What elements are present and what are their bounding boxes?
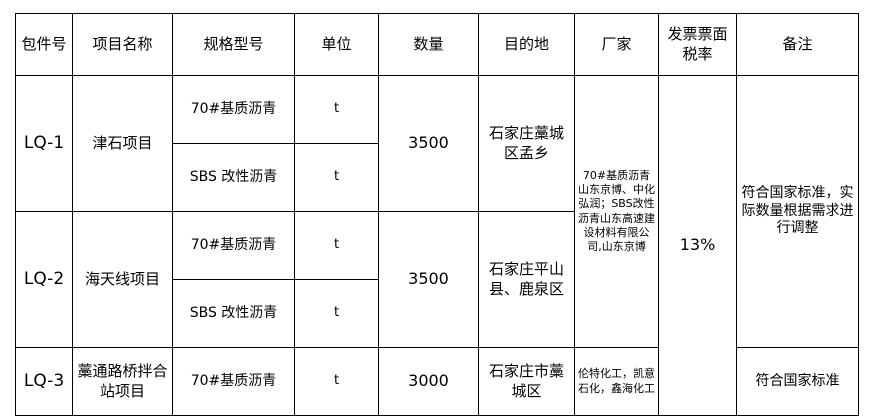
cell-remark: 符合国家标准，实际数量根据需求进行调整 <box>736 75 859 348</box>
cell-spec-model: 70#基质沥青 <box>172 211 295 280</box>
column-header-unit: 单位 <box>294 13 379 76</box>
cell-quantity: 3500 <box>378 75 479 212</box>
cell-remark: 符合国家标准 <box>736 347 859 416</box>
cell-spec-model: SBS 改性沥青 <box>172 143 295 212</box>
cell-manufacturer: 70#基质沥青山东京博、中化弘润；SBS改性沥青山东高速建设材料有限公司,山东京… <box>574 75 659 348</box>
cell-unit: t <box>294 347 379 416</box>
table-row: LQ-2 海天线项目 70#基质沥青 t 3500 石家庄平山县、鹿泉区 <box>15 211 859 348</box>
cell-project-name: 藁通路桥拌合站项目 <box>72 347 173 416</box>
cell-quantity: 3500 <box>378 211 479 348</box>
cell-destination: 石家庄市藁城区 <box>478 347 575 416</box>
cell-tax-rate: 13% <box>658 75 737 416</box>
table-row: LQ-3 藁通路桥拌合站项目 70#基质沥青 t 3000 石家庄市藁城区 伦特… <box>15 347 859 416</box>
table-header: 包件号 项目名称 规格型号 单位 数量 目的地 厂家 发票票面税率 备注 <box>15 13 859 76</box>
cell-spec-model: 70#基质沥青 <box>172 75 295 144</box>
column-header-spec-model: 规格型号 <box>172 13 295 76</box>
column-header-tax-rate: 发票票面税率 <box>658 13 737 76</box>
table-row: LQ-1 津石项目 70#基质沥青 t 3500 石家庄藁城区孟乡 70#基质沥… <box>15 75 859 416</box>
cell-package-no: LQ-3 <box>15 347 73 416</box>
cell-manufacturer: 伦特化工，凯意石化，鑫海化工 <box>574 347 659 416</box>
cell-destination: 石家庄平山县、鹿泉区 <box>478 211 575 348</box>
column-header-quantity: 数量 <box>378 13 479 76</box>
cell-unit: t <box>294 75 379 144</box>
procurement-spec-table: 包件号 项目名称 规格型号 单位 数量 目的地 厂家 发票票面税率 备注 LQ-… <box>15 13 859 416</box>
column-header-manufacturer: 厂家 <box>574 13 659 76</box>
column-header-project-name: 项目名称 <box>72 13 173 76</box>
cell-unit: t <box>294 211 379 280</box>
cell-project-name: 津石项目 <box>72 75 173 212</box>
table-header-row: 包件号 项目名称 规格型号 单位 数量 目的地 厂家 发票票面税率 备注 <box>15 13 859 76</box>
column-header-package-no: 包件号 <box>15 13 73 76</box>
cell-package-no: LQ-1 <box>15 75 73 212</box>
cell-spec-model: 70#基质沥青 <box>172 347 295 416</box>
table-body: LQ-1 津石项目 70#基质沥青 t 3500 石家庄藁城区孟乡 70#基质沥… <box>15 75 859 416</box>
column-header-remark: 备注 <box>736 13 859 76</box>
cell-unit: t <box>294 279 379 348</box>
cell-unit: t <box>294 143 379 212</box>
cell-package-no: LQ-2 <box>15 211 73 348</box>
table-row: SBS 改性沥青 t <box>16 143 859 212</box>
cell-destination: 石家庄藁城区孟乡 <box>478 75 575 212</box>
table-row: SBS 改性沥青 t <box>16 279 859 348</box>
column-header-destination: 目的地 <box>478 13 575 76</box>
cell-project-name: 海天线项目 <box>72 211 173 348</box>
cell-quantity: 3000 <box>378 347 479 416</box>
cell-spec-model: SBS 改性沥青 <box>172 279 295 348</box>
